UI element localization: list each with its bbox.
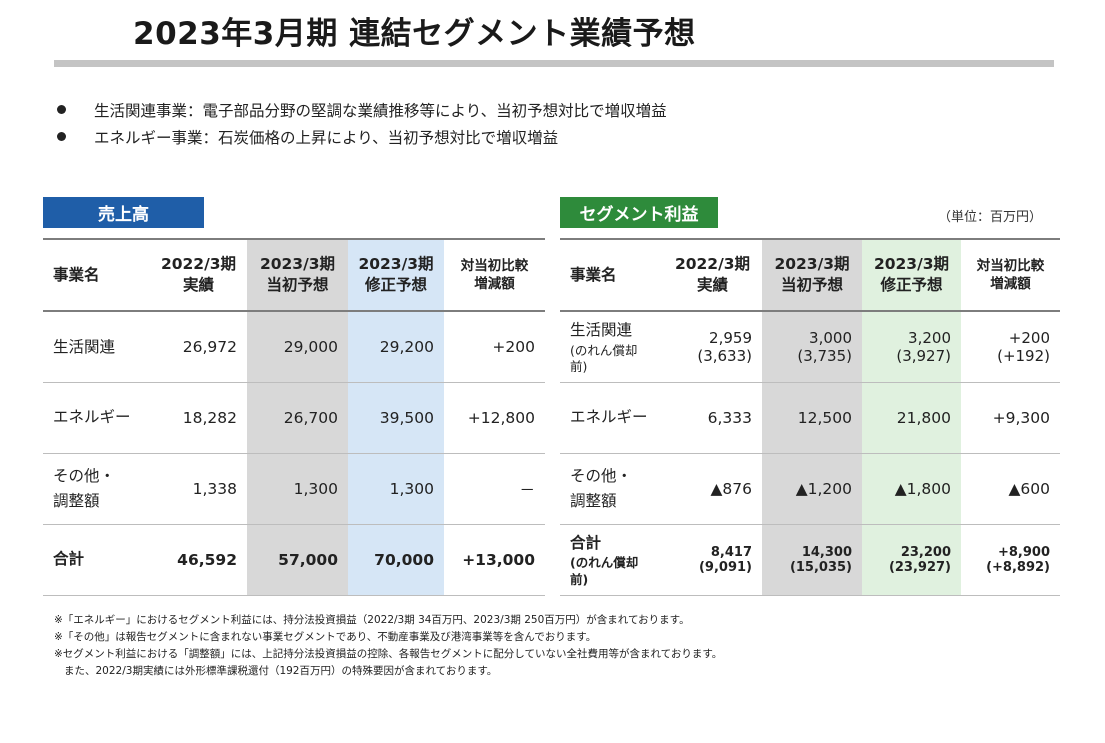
table-row: その他・ 調整額 ▲876 ▲1,200 ▲1,800 ▲600 (560, 453, 1060, 525)
cell-revised: 39,500 (348, 382, 444, 454)
profit-section-tag: セグメント利益 (560, 197, 718, 228)
cell-actual: 1,338 (150, 453, 247, 525)
cell-revised: 70,000 (348, 524, 444, 596)
cell-initial: 57,000 (247, 524, 348, 596)
cell-initial: 14,300 (15,035) (762, 524, 862, 596)
cell-revised: 21,800 (862, 382, 961, 454)
summary-bullets: 生活関連事業：電子部品分野の堅調な業績推移等により、当初予想対比で増収増益 エネ… (54, 96, 667, 150)
row-name: 合計 (のれん償却前) (560, 524, 663, 596)
cell-diff: +200 (444, 311, 545, 383)
bullet-dot-icon (57, 132, 66, 141)
cell-initial: 26,700 (247, 382, 348, 454)
cell-initial: ▲1,200 (762, 453, 862, 525)
table-row-total: 合計 46,592 57,000 70,000 +13,000 (43, 524, 545, 596)
row-name: エネルギー (43, 382, 150, 454)
cell-diff: +9,300 (961, 382, 1060, 454)
title-divider (54, 60, 1054, 67)
table-header-row: 事業名 2022/3期 実績 2023/3期 当初予想 2023/3期 修正予想 対当… (560, 238, 1060, 312)
cell-actual: ▲876 (663, 453, 762, 525)
header-difference: 対当初比較 増減額 (961, 238, 1060, 312)
cell-initial: 12,500 (762, 382, 862, 454)
footnote: ※「その他」は報告セグメントに含まれない事業セグメントであり、不動産事業及び港湾… (54, 631, 597, 643)
bullet-item: エネルギー事業：石炭価格の上昇により、当初予想対比で増収増益 (54, 123, 667, 150)
footnote: ※「エネルギー」におけるセグメント利益には、持分法投資損益（2022/3期 34… (54, 614, 690, 626)
cell-actual: 2,959 (3,633) (663, 311, 762, 383)
row-name: その他・ 調整額 (560, 453, 663, 525)
header-revised-forecast: 2023/3期 修正予想 (862, 238, 961, 312)
header-initial-forecast: 2023/3期 当初予想 (247, 238, 348, 312)
page-title: 2023年3月期 連結セグメント業績予想 (133, 16, 696, 52)
header-business-name: 事業名 (560, 238, 663, 312)
table-row: 生活関連 26,972 29,000 29,200 +200 (43, 311, 545, 383)
table-header-row: 事業名 2022/3期 実績 2023/3期 当初予想 2023/3期 修正予想 対当… (43, 238, 545, 312)
cell-initial: 1,300 (247, 453, 348, 525)
sales-section-tag: 売上高 (43, 197, 204, 228)
cell-diff: － (444, 453, 545, 525)
cell-actual: 26,972 (150, 311, 247, 383)
cell-actual: 6,333 (663, 382, 762, 454)
footnotes: ※「エネルギー」におけるセグメント利益には、持分法投資損益（2022/3期 34… (54, 612, 722, 680)
row-name: エネルギー (560, 382, 663, 454)
cell-actual: 18,282 (150, 382, 247, 454)
bullet-text: 生活関連事業：電子部品分野の堅調な業績推移等により、当初予想対比で増収増益 (94, 101, 667, 120)
header-initial-forecast: 2023/3期 当初予想 (762, 238, 862, 312)
footnote: また、2022/3期実績には外形標準課税還付（192百万円）の特殊要因が含まれて… (64, 665, 498, 677)
cell-revised: ▲1,800 (862, 453, 961, 525)
unit-label: （単位：百万円） (938, 210, 1043, 225)
cell-diff: +12,800 (444, 382, 545, 454)
cell-revised: 29,200 (348, 311, 444, 383)
table-row-total: 合計 (のれん償却前) 8,417 (9,091) 14,300 (15,035) 2… (560, 524, 1060, 596)
cell-diff: ▲600 (961, 453, 1060, 525)
bullet-dot-icon (57, 105, 66, 114)
table-row: その他・ 調整額 1,338 1,300 1,300 － (43, 453, 545, 525)
header-business-name: 事業名 (43, 238, 150, 312)
bullet-item: 生活関連事業：電子部品分野の堅調な業績推移等により、当初予想対比で増収増益 (54, 96, 667, 123)
cell-actual: 46,592 (150, 524, 247, 596)
cell-revised: 23,200 (23,927) (862, 524, 961, 596)
cell-initial: 29,000 (247, 311, 348, 383)
row-name: その他・ 調整額 (43, 453, 150, 525)
cell-revised: 1,300 (348, 453, 444, 525)
row-name: 合計 (43, 524, 150, 596)
profit-table: 事業名 2022/3期 実績 2023/3期 当初予想 2023/3期 修正予想 対当… (560, 238, 1060, 596)
cell-initial: 3,000 (3,735) (762, 311, 862, 383)
header-actual: 2022/3期 実績 (150, 238, 247, 312)
cell-diff: +200 (+192) (961, 311, 1060, 383)
row-name: 生活関連 (43, 311, 150, 383)
row-name: 生活関連 (のれん償却前) (560, 311, 663, 383)
sales-table: 事業名 2022/3期 実績 2023/3期 当初予想 2023/3期 修正予想 対当… (43, 238, 545, 596)
cell-revised: 3,200 (3,927) (862, 311, 961, 383)
footnote: ※セグメント利益における「調整額」には、上記持分法投資損益の控除、各報告セグメン… (54, 648, 723, 660)
table-row: エネルギー 6,333 12,500 21,800 +9,300 (560, 382, 1060, 454)
bullet-text: エネルギー事業：石炭価格の上昇により、当初予想対比で増収増益 (94, 128, 559, 147)
cell-diff: +13,000 (444, 524, 545, 596)
cell-actual: 8,417 (9,091) (663, 524, 762, 596)
header-difference: 対当初比較 増減額 (444, 238, 545, 312)
header-actual: 2022/3期 実績 (663, 238, 762, 312)
table-row: エネルギー 18,282 26,700 39,500 +12,800 (43, 382, 545, 454)
header-revised-forecast: 2023/3期 修正予想 (348, 238, 444, 312)
cell-diff: +8,900 (+8,892) (961, 524, 1060, 596)
table-row: 生活関連 (のれん償却前) 2,959 (3,633) 3,000 (3,735) 3… (560, 311, 1060, 383)
